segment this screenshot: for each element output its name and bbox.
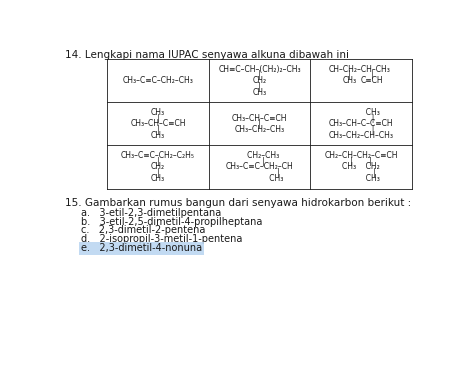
Text: CH₃–CH₂–CH–CH₃: CH₃–CH₂–CH–CH₃ bbox=[328, 131, 393, 140]
Text: CH₃–C≡C–CH₂–CH₃: CH₃–C≡C–CH₂–CH₃ bbox=[123, 76, 193, 85]
Text: |: | bbox=[348, 70, 351, 79]
Text: |: | bbox=[258, 70, 261, 79]
Text: CH₃: CH₃ bbox=[151, 108, 165, 117]
Text: CH₃: CH₃ bbox=[253, 88, 267, 97]
Text: |: | bbox=[239, 168, 280, 177]
Text: |: | bbox=[157, 157, 159, 166]
Text: |: | bbox=[348, 125, 374, 134]
Text: CH₃: CH₃ bbox=[342, 76, 356, 85]
Text: CH₃: CH₃ bbox=[151, 131, 165, 140]
Text: CH₃: CH₃ bbox=[342, 174, 380, 183]
Text: CH₂: CH₂ bbox=[151, 162, 165, 172]
Text: CH₂: CH₂ bbox=[253, 76, 267, 85]
Text: CH₂–CH–CH₂–C≡CH: CH₂–CH–CH₂–C≡CH bbox=[324, 151, 398, 160]
Text: C≡CH: C≡CH bbox=[361, 76, 383, 85]
Text: b.   3-etil-2,5-dimetil-4-propilheptana: b. 3-etil-2,5-dimetil-4-propilheptana bbox=[81, 217, 262, 227]
Text: |: | bbox=[255, 157, 264, 166]
Text: |: | bbox=[371, 70, 374, 79]
Text: CH₃: CH₃ bbox=[342, 108, 380, 117]
Text: CH₂–CH₃: CH₂–CH₃ bbox=[240, 151, 279, 160]
Text: |: | bbox=[157, 114, 159, 122]
Text: CH₃–CH–C–C≡CH: CH₃–CH–C–C≡CH bbox=[329, 119, 393, 128]
Text: CH₃: CH₃ bbox=[151, 174, 165, 183]
Text: |: | bbox=[258, 119, 261, 128]
Text: CH₃    CH₂: CH₃ CH₂ bbox=[342, 162, 380, 172]
Text: |: | bbox=[348, 114, 374, 122]
Text: |: | bbox=[258, 82, 261, 91]
Text: CH₃–CH–C≡CH: CH₃–CH–C≡CH bbox=[232, 114, 287, 122]
Text: |: | bbox=[157, 168, 159, 177]
Text: CH₃–C≡C–CH₂–C₂H₅: CH₃–C≡C–CH₂–C₂H₅ bbox=[121, 151, 195, 160]
Text: a.   3-etil-2,3-dimetilpentana: a. 3-etil-2,3-dimetilpentana bbox=[81, 208, 221, 218]
Text: |: | bbox=[157, 125, 159, 134]
Text: CH₃–CH–C≡CH: CH₃–CH–C≡CH bbox=[130, 119, 186, 128]
Text: CH₃–C≡C–CH₂–CH: CH₃–C≡C–CH₂–CH bbox=[226, 162, 293, 172]
Text: e.   2,3-dimetil-4-nonuna: e. 2,3-dimetil-4-nonuna bbox=[81, 243, 202, 253]
Text: CH₃: CH₃ bbox=[236, 174, 283, 183]
Text: d.   2-isopropil-3-metil-1-pentena: d. 2-isopropil-3-metil-1-pentena bbox=[81, 234, 242, 244]
Text: CH–CH₂–CH–CH₃: CH–CH₂–CH–CH₃ bbox=[328, 65, 391, 74]
Text: |       |: | | bbox=[350, 157, 372, 166]
Text: 14. Lengkapi nama IUPAC senyawa alkuna dibawah ini: 14. Lengkapi nama IUPAC senyawa alkuna d… bbox=[65, 50, 349, 60]
Text: c.   2,3-dimetil-2-pentena: c. 2,3-dimetil-2-pentena bbox=[81, 225, 205, 235]
Text: |: | bbox=[347, 168, 375, 177]
Text: CH≡C–CH–(CH₂)₂–CH₃: CH≡C–CH–(CH₂)₂–CH₃ bbox=[218, 65, 301, 74]
Text: CH₃–CH₂–CH₃: CH₃–CH₂–CH₃ bbox=[235, 125, 285, 134]
Text: 15. Gambarkan rumus bangun dari senyawa hidrokarbon berikut :: 15. Gambarkan rumus bangun dari senyawa … bbox=[65, 198, 412, 208]
